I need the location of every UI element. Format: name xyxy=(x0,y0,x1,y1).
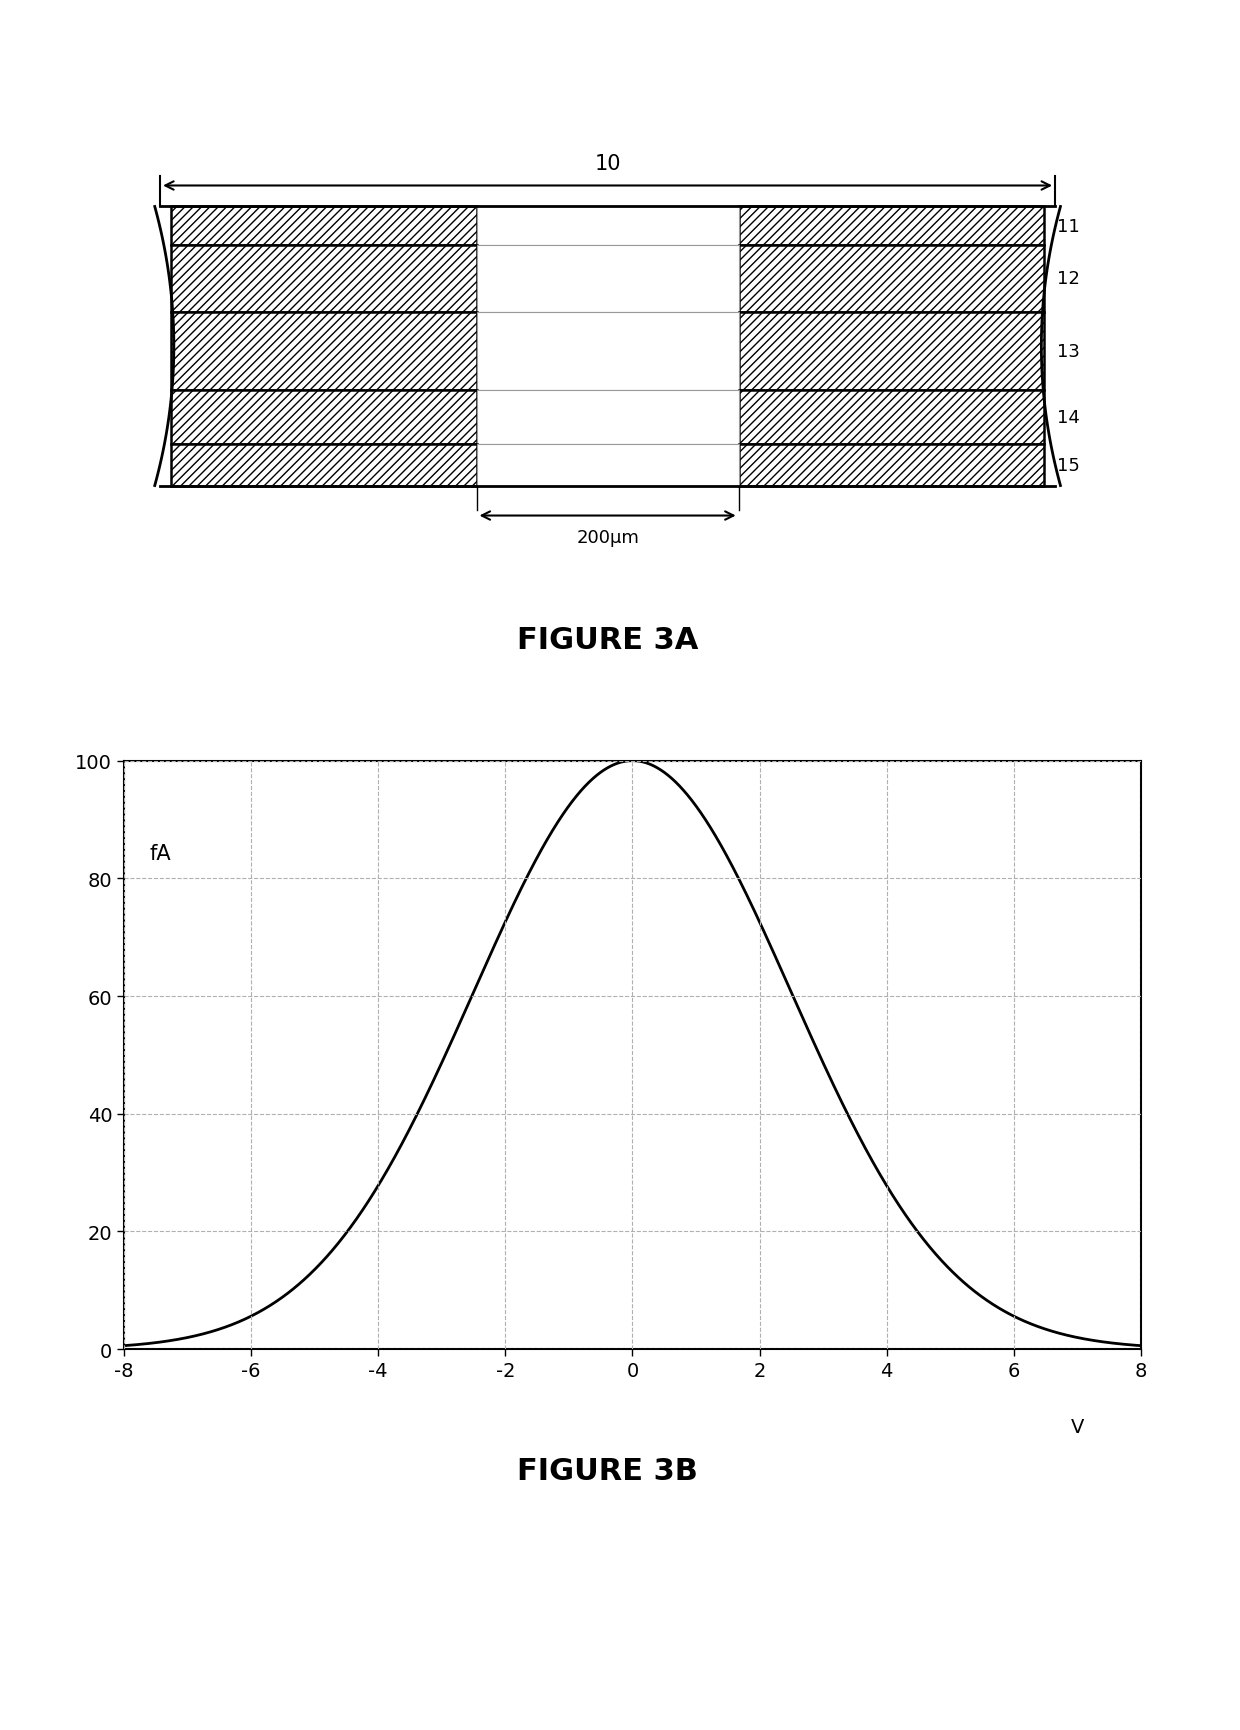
Bar xyxy=(476,445,739,486)
Bar xyxy=(476,313,739,391)
Text: V: V xyxy=(1070,1417,1084,1436)
Text: fA: fA xyxy=(150,844,171,863)
Bar xyxy=(739,246,1044,313)
Bar xyxy=(476,391,739,445)
Text: 13: 13 xyxy=(1058,343,1080,360)
Text: 15: 15 xyxy=(1058,457,1080,474)
Bar xyxy=(739,313,1044,391)
Text: FIGURE 3B: FIGURE 3B xyxy=(517,1457,698,1484)
Text: FIGURE 3A: FIGURE 3A xyxy=(517,626,698,654)
Bar xyxy=(739,445,1044,486)
Bar xyxy=(476,246,739,313)
Text: 11: 11 xyxy=(1058,218,1080,235)
Bar xyxy=(171,313,476,391)
Bar xyxy=(739,208,1044,246)
Bar xyxy=(171,445,476,486)
Text: 12: 12 xyxy=(1058,270,1080,289)
Bar xyxy=(171,391,476,445)
Text: 14: 14 xyxy=(1058,408,1080,426)
Bar xyxy=(739,391,1044,445)
Bar xyxy=(476,208,739,246)
Text: 10: 10 xyxy=(594,154,621,175)
Bar xyxy=(171,246,476,313)
Text: 200μm: 200μm xyxy=(577,528,639,547)
Bar xyxy=(171,208,476,246)
